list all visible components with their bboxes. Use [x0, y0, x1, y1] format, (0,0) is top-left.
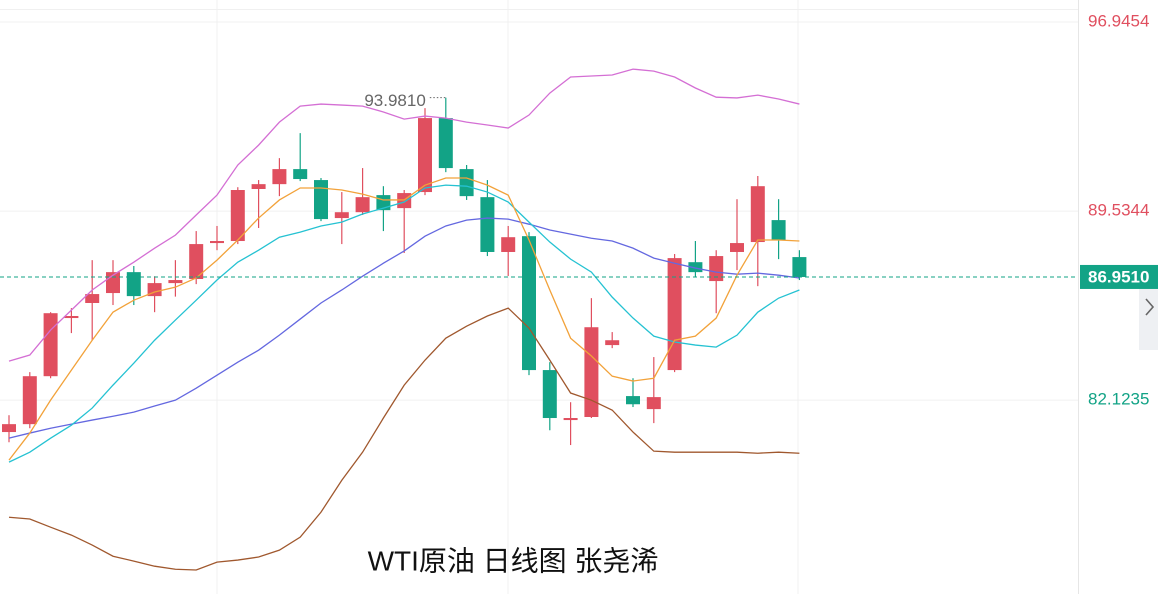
candle-body — [85, 294, 100, 303]
candle-body — [293, 169, 308, 180]
candle-body — [750, 186, 765, 243]
candle-body — [522, 236, 536, 371]
candle-body — [64, 316, 79, 319]
candle-body — [626, 396, 640, 405]
y-tick-label: 82.1235 — [1088, 390, 1149, 409]
candle-body — [646, 397, 661, 410]
candle-body — [334, 212, 349, 219]
last-price-box — [1080, 264, 1158, 289]
y-tick-label: 89.5344 — [1088, 201, 1149, 220]
candle-body — [314, 180, 328, 220]
chart-title: WTI原油 日线图 张尧浠 — [368, 545, 659, 576]
indicator-line — [8, 177, 800, 461]
high-annotation: 93.9810 — [364, 91, 425, 110]
candle-body — [542, 370, 557, 419]
candle-body — [438, 118, 453, 169]
candle-body — [584, 327, 599, 417]
candle-body — [168, 280, 183, 284]
candle-body — [480, 197, 495, 252]
candle-body — [459, 169, 474, 197]
candle-body — [272, 169, 287, 185]
candle-body — [730, 243, 744, 252]
expand-button[interactable] — [1139, 280, 1158, 350]
indicator-line — [8, 307, 800, 571]
candle-body — [667, 258, 682, 371]
indicator-line — [8, 217, 800, 439]
candle-body — [501, 237, 516, 252]
last-price-label: 86.9510 — [1088, 267, 1149, 286]
button-bg[interactable] — [1139, 280, 1158, 350]
candle-body — [126, 272, 141, 297]
candle-body — [563, 418, 578, 421]
y-tick-label: 96.9454 — [1088, 12, 1149, 31]
candle-body — [709, 256, 724, 282]
candle-body — [189, 244, 204, 280]
candle-body — [22, 376, 37, 425]
candle-body — [355, 197, 370, 213]
candle-body — [688, 262, 703, 273]
candle-body — [771, 220, 786, 240]
candle-body — [43, 313, 58, 377]
candle-body — [605, 340, 620, 346]
candle-body — [2, 424, 16, 433]
candle-body — [792, 257, 807, 277]
chevron-icon[interactable] — [1145, 298, 1155, 316]
candle-body — [251, 184, 266, 189]
candle-body — [418, 118, 432, 193]
candle-body — [210, 241, 224, 244]
candle-body — [230, 190, 245, 242]
indicator-line — [8, 184, 800, 463]
indicator-line — [8, 68, 800, 362]
